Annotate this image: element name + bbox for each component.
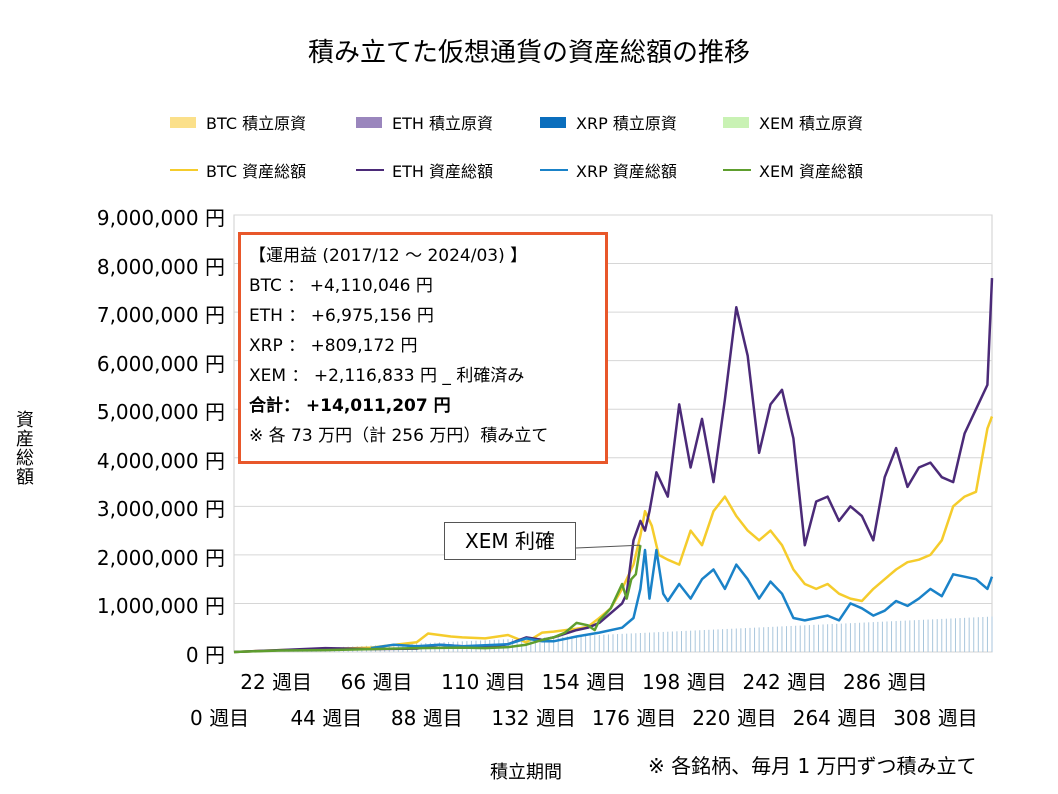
summary-xem: XEM ： +2,116,833 円 _ 利確済み	[249, 366, 525, 386]
legend-item: XRP 積立原資	[540, 110, 677, 134]
y-tick-label: 1,000,000 円	[96, 594, 225, 619]
y-tick-label: 9,000,000 円	[96, 206, 225, 230]
series-line	[370, 548, 994, 650]
footnote: ※ 各銘柄、毎月 1 万円ずつ積み立て	[648, 754, 977, 778]
legend-label: XEM 資産総額	[759, 162, 863, 181]
summary-heading: 【運用益 (2017/12 ～ 2024/03) 】	[249, 246, 528, 266]
x-tick-label: 308 週目	[893, 706, 978, 730]
x-tick-label: 176 週目	[591, 706, 677, 730]
legend-item: XRP 資産総額	[540, 158, 677, 182]
x-tick-label: 132 週目	[491, 706, 576, 730]
x-tick-label: 88 週目	[390, 706, 463, 730]
series-line	[233, 416, 994, 654]
legend-swatch	[356, 169, 384, 171]
x-tick-label: 44 週目	[290, 706, 363, 730]
x-tick-label: 22 週目	[240, 670, 313, 694]
legend-swatch	[170, 116, 196, 128]
legend-item: BTC 積立原資	[170, 110, 306, 134]
legend-swatch	[170, 169, 198, 171]
callout-leader	[575, 544, 641, 549]
legend-item: ETH 資産総額	[356, 158, 493, 182]
legend-item: ETH 積立原資	[356, 110, 493, 134]
chart-title: 積み立てた仮想通貨の資産総額の推移	[307, 38, 750, 68]
y-axis-label: 資産総額	[13, 410, 34, 486]
x-tick-label: 110 週目	[441, 670, 526, 694]
y-tick-label: 0 円	[185, 643, 225, 667]
xem-take-profit-callout: XEM 利確	[444, 522, 576, 560]
legend-item: XEM 資産総額	[723, 158, 863, 182]
y-tick-label: 7,000,000 円	[96, 303, 225, 328]
x-axis-label: 積立期間	[490, 762, 562, 783]
profit-summary-box: 【運用益 (2017/12 ～ 2024/03) 】 BTC ： +4,110,…	[238, 232, 608, 464]
x-tick-label: 220 週目	[692, 706, 777, 730]
summary-total: 合計： +14,011,207 円	[249, 396, 451, 416]
y-tick-label: 5,000,000 円	[96, 400, 225, 425]
legend-label: XEM 積立原資	[759, 114, 863, 133]
legend-label: XRP 資産総額	[576, 162, 677, 181]
summary-btc: BTC ： +4,110,046 円	[249, 276, 433, 296]
legend-swatch	[723, 169, 751, 171]
summary-xrp: XRP ： +809,172 円	[249, 336, 418, 356]
legend-label: XRP 積立原資	[576, 114, 677, 133]
legend-swatch	[540, 116, 566, 128]
legend-label: BTC 積立原資	[206, 114, 307, 133]
summary-note: ※ 各 73 万円（計 256 万円）積み立て	[249, 426, 549, 446]
y-tick-label: 6,000,000 円	[96, 351, 225, 376]
legend-label: BTC 資産総額	[206, 162, 307, 181]
legend-label: ETH 積立原資	[392, 114, 494, 133]
legend-item: BTC 資産総額	[170, 158, 306, 182]
x-tick-label: 264 週目	[792, 706, 878, 730]
series-line	[233, 545, 642, 654]
legend-swatch	[356, 116, 382, 128]
x-tick-label: 0 週目	[190, 706, 250, 730]
legend-swatch	[540, 169, 568, 171]
x-tick-label: 286 週目	[842, 670, 928, 694]
legend-swatch	[723, 116, 749, 128]
legend-label: ETH 資産総額	[392, 162, 494, 181]
x-tick-label: 242 週目	[742, 670, 828, 694]
summary-eth: ETH ： +6,975,156 円	[249, 306, 434, 326]
x-tick-label: 66 週目	[340, 670, 413, 694]
x-tick-label: 154 週目	[541, 670, 627, 694]
x-tick-label: 198 週目	[642, 670, 727, 694]
y-tick-label: 8,000,000 円	[96, 254, 225, 279]
y-tick-label: 2,000,000 円	[96, 545, 225, 570]
legend-item: XEM 積立原資	[723, 110, 863, 134]
y-tick-label: 4,000,000 円	[96, 448, 225, 473]
y-tick-label: 3,000,000 円	[96, 497, 225, 522]
